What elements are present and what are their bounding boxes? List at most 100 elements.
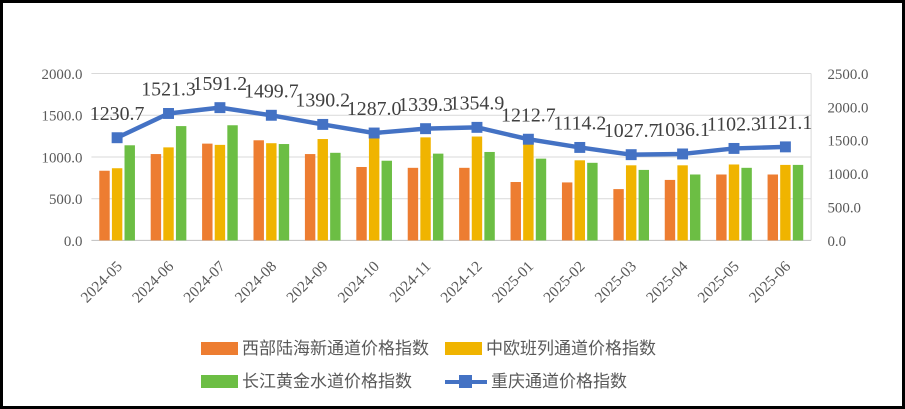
- bar-series3-2024-07: [227, 125, 238, 241]
- legend-swatch-orange: [201, 342, 238, 355]
- x-axis-label: 2024-10: [335, 258, 383, 306]
- bar-series3-2024-06: [175, 126, 187, 241]
- right-axis-tick-label: 1000.0: [827, 167, 868, 183]
- data-label-2025-03: 1027.7: [604, 120, 659, 142]
- data-label-2024-05: 1230.7: [90, 103, 145, 125]
- legend-line-square: [459, 375, 472, 388]
- line-marker-2024-06: [163, 108, 174, 119]
- bar-series1-2025-03: [613, 189, 624, 241]
- bar-series2-2025-01: [523, 139, 534, 241]
- bar-series1-2025-04: [664, 179, 676, 241]
- line-marker-2025-01: [522, 133, 534, 145]
- bar-series1-2024-06: [150, 154, 162, 241]
- line-marker-2024-05: [111, 132, 123, 144]
- bar-series1-2025-05: [716, 174, 727, 241]
- bar-series3-2024-10: [381, 160, 392, 241]
- bar-series1-2024-12: [459, 167, 470, 241]
- bar-series3-2025-01: [535, 158, 547, 241]
- legend-label-western-corridor: 西部陆海新通道价格指数: [242, 339, 429, 358]
- legend-swatch-green: [201, 375, 238, 388]
- x-axis-label: 2025-03: [592, 258, 640, 306]
- legend-label-chongqing-channel: 重庆通道价格指数: [491, 372, 627, 391]
- bar-series1-2025-01: [510, 182, 521, 241]
- left-axis-tick-label: 2000.0: [42, 67, 83, 83]
- bar-series1-2024-11: [407, 167, 419, 241]
- legend-line-marker-icon: [445, 373, 487, 390]
- bar-series1-2024-08: [253, 140, 264, 241]
- legend-label-yangtze-waterway: 长江黄金水道价格指数: [242, 372, 412, 391]
- bar-series2-2024-05: [111, 168, 123, 241]
- x-axis-label: 2024-08: [232, 258, 280, 306]
- data-label-2024-06: 1521.3: [141, 79, 196, 101]
- data-label-2024-10: 1287.0: [347, 98, 402, 120]
- line-marker-2025-05: [728, 142, 740, 154]
- right-axis-tick-label: 0.0: [827, 234, 846, 250]
- x-axis-label: 2024-12: [437, 258, 485, 306]
- bar-series2-2024-10: [368, 138, 380, 241]
- line-marker-2025-06: [779, 141, 791, 153]
- left-axis-tick-label: 500.0: [49, 192, 83, 208]
- bar-series2-2025-03: [625, 165, 637, 241]
- bar-series1-2024-10: [356, 166, 367, 241]
- bar-series3-2024-12: [484, 151, 495, 241]
- legend-label-china-europe-rail: 中欧班列通道价格指数: [486, 339, 656, 358]
- x-axis-label: 2024-05: [78, 258, 126, 306]
- data-label-2025-06: 1121.1: [758, 112, 812, 134]
- bar-series2-2025-02: [574, 160, 585, 241]
- data-label-2025-05: 1102.3: [707, 114, 761, 136]
- legend-swatch-yellow: [445, 342, 482, 355]
- line-marker-2025-03: [625, 149, 637, 161]
- bar-series2-2024-06: [163, 147, 174, 241]
- legend-item-yangtze-waterway: 长江黄金水道价格指数: [201, 372, 412, 391]
- line-marker-2024-07: [214, 102, 226, 114]
- line-marker-2024-10: [368, 127, 380, 139]
- x-axis-label: 2024-06: [129, 258, 177, 306]
- line-series: [116, 105, 786, 157]
- data-label-2025-04: 1036.1: [655, 119, 710, 141]
- x-axis-label: 2025-02: [540, 258, 588, 306]
- bar-series3-2025-06: [792, 164, 804, 241]
- bar-series3-2025-04: [689, 174, 701, 241]
- right-axis-tick-label: 1500.0: [827, 134, 868, 150]
- data-label-2025-01: 1212.7: [501, 104, 556, 126]
- x-axis-label: 2025-06: [746, 258, 794, 306]
- legend-item-china-europe-rail: 中欧班列通道价格指数: [445, 339, 656, 358]
- data-label-2024-07: 1591.2: [193, 73, 248, 95]
- bar-series1-2024-07: [202, 143, 213, 241]
- data-label-2024-09: 1390.2: [295, 90, 350, 112]
- line-marker-2025-02: [574, 141, 586, 153]
- line-marker-2024-11: [420, 123, 432, 135]
- right-axis-tick-label: 500.0: [827, 201, 861, 217]
- left-axis-tick-label: 1000.0: [42, 150, 83, 166]
- bar-series3-2024-11: [432, 153, 444, 241]
- line-marker-2024-09: [317, 118, 329, 130]
- right-axis-tick-label: 2000.0: [827, 100, 868, 116]
- bar-series1-2024-05: [99, 170, 110, 241]
- bar-series2-2024-08: [266, 143, 277, 241]
- x-axis-label: 2024-11: [386, 258, 434, 306]
- chart-canvas: 2000.0 1500.0 1000.0 500.0 0.0 2500.0 2000.0 15…: [42, 67, 869, 306]
- bar-series2-2025-04: [677, 165, 688, 241]
- x-axis-label: 2024-09: [283, 258, 331, 306]
- bar-series2-2024-11: [420, 137, 431, 241]
- x-axis-label: 2025-05: [695, 258, 743, 306]
- data-label-2025-02: 1114.2: [553, 113, 606, 135]
- bar-series3-2024-05: [124, 145, 135, 241]
- bar-series1-2025-06: [767, 174, 779, 241]
- legend-item-western-corridor: 西部陆海新通道价格指数: [201, 339, 429, 358]
- x-axis-label: 2024-07: [180, 258, 228, 306]
- left-axis-tick-label: 0.0: [64, 234, 83, 250]
- bar-series1-2024-09: [304, 154, 316, 241]
- bar-series3-2025-02: [587, 162, 598, 241]
- right-axis-tick-label: 2500.0: [827, 67, 868, 83]
- bar-series2-2024-12: [471, 136, 483, 241]
- data-label-2024-08: 1499.7: [244, 80, 299, 102]
- line-marker-2025-04: [677, 148, 689, 160]
- x-axis-label: 2025-01: [489, 258, 537, 306]
- bar-series3-2025-05: [741, 167, 752, 241]
- bar-series2-2024-09: [317, 139, 328, 241]
- bar-series2-2025-05: [728, 164, 740, 241]
- bar-series3-2025-03: [638, 169, 650, 241]
- data-label-2024-11: 1339.3: [398, 94, 453, 116]
